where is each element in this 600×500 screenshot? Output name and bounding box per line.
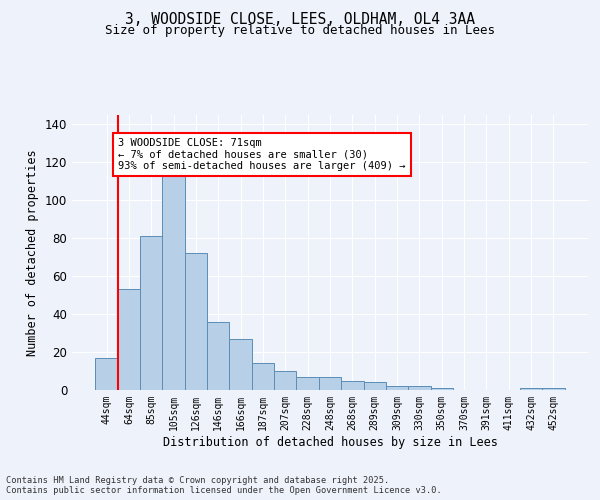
Bar [140, 236, 163, 390]
Bar [229, 339, 252, 390]
Bar [319, 376, 341, 390]
Bar [118, 290, 140, 390]
Bar [185, 254, 207, 390]
Text: Size of property relative to detached houses in Lees: Size of property relative to detached ho… [105, 24, 495, 37]
Bar [163, 176, 185, 390]
Text: 3 WOODSIDE CLOSE: 71sqm
← 7% of detached houses are smaller (30)
93% of semi-det: 3 WOODSIDE CLOSE: 71sqm ← 7% of detached… [118, 138, 405, 171]
Bar [431, 388, 453, 390]
X-axis label: Distribution of detached houses by size in Lees: Distribution of detached houses by size … [163, 436, 497, 448]
Text: 3, WOODSIDE CLOSE, LEES, OLDHAM, OL4 3AA: 3, WOODSIDE CLOSE, LEES, OLDHAM, OL4 3AA [125, 12, 475, 28]
Bar [207, 322, 229, 390]
Bar [274, 371, 296, 390]
Bar [408, 386, 431, 390]
Bar [341, 380, 364, 390]
Bar [386, 386, 408, 390]
Bar [520, 388, 542, 390]
Y-axis label: Number of detached properties: Number of detached properties [26, 149, 39, 356]
Bar [542, 388, 565, 390]
Bar [296, 376, 319, 390]
Bar [364, 382, 386, 390]
Text: Contains HM Land Registry data © Crown copyright and database right 2025.
Contai: Contains HM Land Registry data © Crown c… [6, 476, 442, 495]
Bar [95, 358, 118, 390]
Bar [252, 364, 274, 390]
